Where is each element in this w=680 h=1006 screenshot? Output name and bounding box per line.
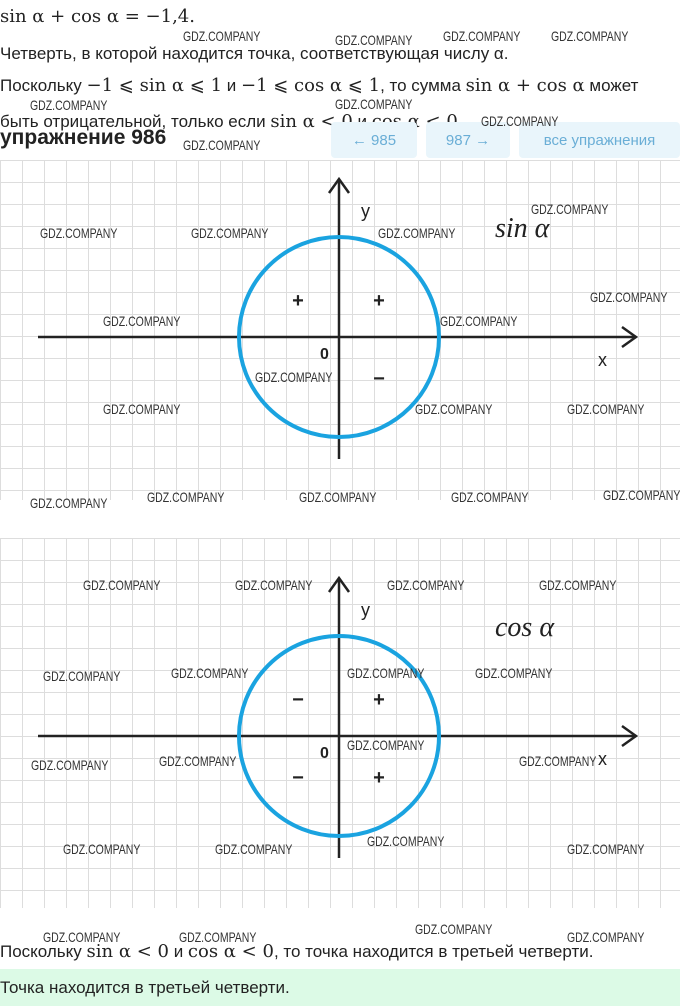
watermark: GDZ.COMPANY — [43, 668, 121, 684]
watermark: GDZ.COMPANY — [378, 225, 456, 241]
reasoning-line-1: Поскольку −1 ⩽ sin α ⩽ 1 и −1 ⩽ cos α ⩽ … — [0, 75, 638, 96]
quadrant-sign: − — [292, 689, 304, 711]
watermark: GDZ.COMPANY — [235, 577, 313, 593]
quadrant-sign: − — [292, 767, 304, 789]
watermark: GDZ.COMPANY — [183, 28, 261, 44]
watermark: GDZ.COMPANY — [347, 665, 425, 681]
watermark: GDZ.COMPANY — [147, 489, 225, 505]
watermark: GDZ.COMPANY — [367, 833, 445, 849]
watermark: GDZ.COMPANY — [415, 401, 493, 417]
watermark: GDZ.COMPANY — [481, 113, 559, 129]
conclusion: Поскольку sin α < 0 и cos α < 0, то точк… — [0, 941, 593, 962]
watermark: GDZ.COMPANY — [567, 929, 645, 945]
watermark: GDZ.COMPANY — [159, 753, 237, 769]
math: cos α < 0 — [187, 941, 274, 962]
watermark: GDZ.COMPANY — [451, 489, 529, 505]
y-axis-arrow-icon — [327, 176, 351, 194]
text: может — [584, 76, 639, 95]
origin-label: 0 — [320, 346, 329, 363]
y-axis-label: y — [361, 201, 370, 221]
math: sin α + cos α — [465, 75, 585, 96]
watermark: GDZ.COMPANY — [103, 401, 181, 417]
watermark: GDZ.COMPANY — [63, 841, 141, 857]
function-label: cos α — [495, 612, 555, 643]
text: , то сумма — [380, 76, 466, 95]
watermark: GDZ.COMPANY — [415, 921, 493, 937]
quadrant-sign: + — [373, 689, 385, 711]
watermark: GDZ.COMPANY — [443, 28, 521, 44]
exercise-title: упражнение 986 — [0, 126, 167, 149]
watermark: GDZ.COMPANY — [567, 401, 645, 417]
text: Поскольку — [0, 942, 87, 961]
x-axis-arrow-icon — [621, 325, 639, 349]
text: . — [458, 112, 463, 131]
watermark: GDZ.COMPANY — [539, 577, 617, 593]
watermark: GDZ.COMPANY — [179, 929, 257, 945]
watermark: GDZ.COMPANY — [83, 577, 161, 593]
math: sin α < 0 — [86, 941, 169, 962]
watermark: GDZ.COMPANY — [183, 137, 261, 153]
unit-circle — [237, 235, 441, 439]
all-exercises-button[interactable]: все упражнения — [519, 122, 680, 158]
watermark: GDZ.COMPANY — [191, 225, 269, 241]
prev-exercise-button[interactable]: ← 985 — [331, 122, 417, 158]
cos-unit-circle-figure: y x 0− + − + cos α — [0, 538, 680, 908]
text: и — [168, 942, 188, 961]
watermark: GDZ.COMPANY — [531, 201, 609, 217]
watermark: GDZ.COMPANY — [31, 757, 109, 773]
watermark: GDZ.COMPANY — [567, 841, 645, 857]
watermark: GDZ.COMPANY — [347, 737, 425, 753]
watermark: GDZ.COMPANY — [40, 225, 118, 241]
x-axis-label: x — [598, 749, 607, 769]
watermark: GDZ.COMPANY — [335, 96, 413, 112]
text: и — [353, 112, 372, 131]
watermark: GDZ.COMPANY — [519, 753, 597, 769]
watermark: GDZ.COMPANY — [590, 289, 668, 305]
watermark: GDZ.COMPANY — [387, 577, 465, 593]
y-axis-label: y — [361, 600, 370, 620]
watermark: GDZ.COMPANY — [440, 313, 518, 329]
watermark: GDZ.COMPANY — [30, 495, 108, 511]
watermark: GDZ.COMPANY — [603, 487, 680, 503]
watermark: GDZ.COMPANY — [255, 369, 333, 385]
question: Четверть, в которой находится точка, соо… — [0, 44, 509, 63]
unit-circle — [237, 634, 441, 838]
math: −1 ⩽ sin α ⩽ 1 — [86, 75, 223, 96]
unit-circle-svg: yx0− +− +cos α — [38, 575, 639, 858]
origin-label: 0 — [320, 745, 329, 762]
quadrant-sign: + — [373, 767, 385, 789]
unit-circle-svg: y x 0 + + − sin α — [38, 176, 639, 459]
function-label: sin α — [495, 213, 551, 244]
text: Поскольку — [0, 76, 87, 95]
watermark: GDZ.COMPANY — [335, 32, 413, 48]
watermark: GDZ.COMPANY — [43, 929, 121, 945]
sin-unit-circle-figure: y x 0 + + − sin α — [0, 160, 680, 500]
math: −1 ⩽ cos α ⩽ 1 — [240, 75, 381, 96]
answer-box: Точка находится в третьей четверти. — [0, 969, 680, 1006]
equation: sin α + cos α = −1,4. — [0, 6, 195, 27]
watermark: GDZ.COMPANY — [103, 313, 181, 329]
x-axis-arrow-icon — [621, 724, 639, 748]
text: быть отрицательной, только если — [0, 112, 271, 131]
watermark: GDZ.COMPANY — [551, 28, 629, 44]
y-axis-arrow-icon — [327, 575, 351, 593]
text: , то точка находится в третьей четверти. — [273, 942, 594, 961]
next-exercise-button[interactable]: 987 → — [426, 122, 510, 158]
watermark: GDZ.COMPANY — [30, 97, 108, 113]
quadrant-sign: + — [373, 290, 385, 312]
watermark: GDZ.COMPANY — [299, 489, 377, 505]
watermark: GDZ.COMPANY — [475, 665, 553, 681]
watermark: GDZ.COMPANY — [215, 841, 293, 857]
quadrant-sign: − — [373, 368, 385, 390]
text: и — [222, 76, 241, 95]
x-axis-label: x — [598, 350, 607, 370]
watermark: GDZ.COMPANY — [171, 665, 249, 681]
quadrant-sign: + — [292, 290, 304, 312]
